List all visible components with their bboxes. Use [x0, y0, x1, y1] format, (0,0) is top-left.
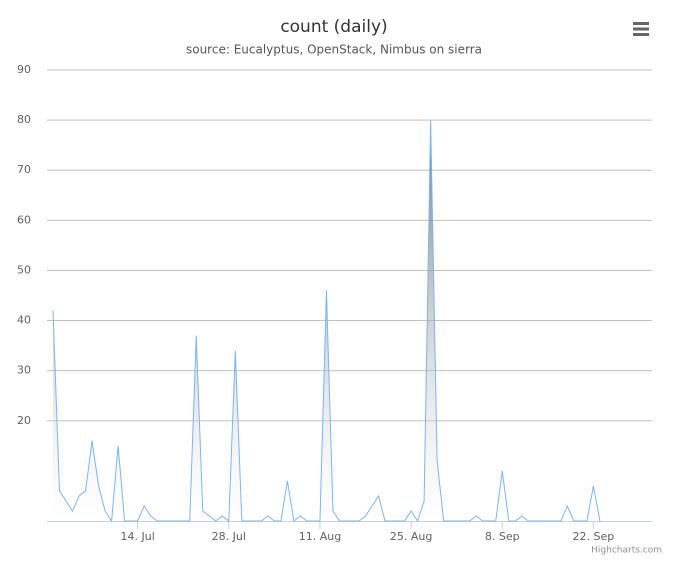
- y-tick-label: 60: [17, 213, 31, 226]
- series-line: [52, 120, 601, 523]
- y-tick-label: 30: [17, 364, 31, 377]
- y-tick-label: 70: [17, 163, 31, 176]
- x-tick-label: 11. Aug: [299, 530, 341, 543]
- y-tick-label: 80: [17, 113, 31, 126]
- chart-title: count (daily): [280, 17, 387, 37]
- menu-button[interactable]: [630, 17, 654, 41]
- chart-subtitle: source: Eucalyptus, OpenStack, Nimbus on…: [186, 43, 482, 57]
- credits[interactable]: Highcharts.com: [591, 546, 662, 556]
- x-tick-label: 8. Sep: [485, 530, 520, 543]
- y-tick-label: 50: [17, 263, 31, 276]
- y-tick-label: 90: [17, 63, 31, 76]
- area-fill: [53, 120, 600, 522]
- x-tick-label: 22. Sep: [573, 530, 615, 543]
- menu-icon[interactable]: [633, 22, 649, 36]
- y-tick-label: 40: [17, 314, 31, 327]
- x-tick-label: 14. Jul: [121, 530, 155, 543]
- y-tick-label: 20: [17, 414, 31, 427]
- x-tick-label: 25. Aug: [390, 530, 432, 543]
- x-tick-label: 28. Jul: [212, 530, 246, 543]
